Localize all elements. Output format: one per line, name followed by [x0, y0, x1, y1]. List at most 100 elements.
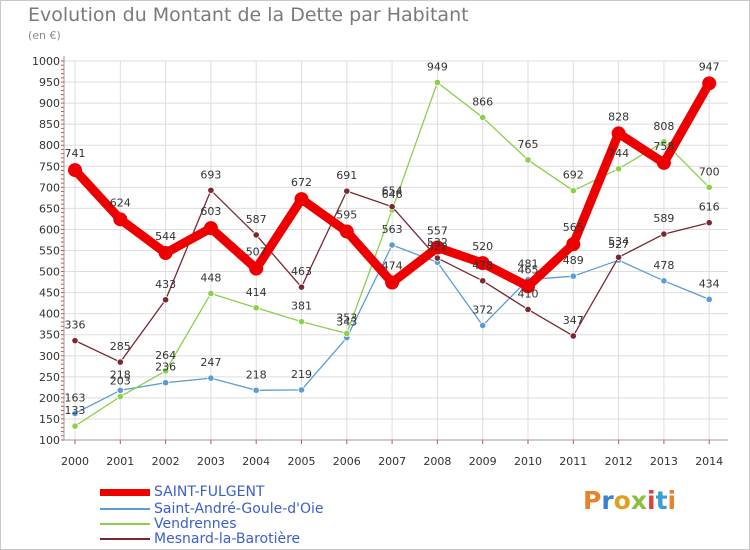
point-2-2008 [433, 78, 441, 87]
data-label-1-2003: 247 [200, 356, 221, 369]
point-1-2003 [207, 374, 215, 382]
legend-label-3: Mesnard-la-Barotière [154, 531, 301, 547]
data-label-2-2002: 264 [155, 349, 176, 362]
data-label-2-2000: 133 [65, 404, 86, 417]
x-tick-label-2010: 2010 [514, 455, 542, 468]
point-1-2002 [162, 379, 170, 387]
point-2-2003 [207, 289, 215, 298]
data-label-3-2012: 534 [608, 235, 629, 248]
point-1-2007 [388, 241, 396, 249]
data-label-2-2006: 353 [336, 311, 357, 324]
point-3-2012 [614, 253, 623, 261]
data-labels: 741 624 544 603 507 672 595 474 557 520 465 565 828 7… [65, 60, 720, 417]
data-label-1-2008: 522 [427, 240, 448, 253]
x-tick-label-2005: 2005 [288, 455, 316, 468]
series [68, 76, 717, 430]
data-label-0-2014: 947 [699, 60, 720, 73]
data-label-0-2010: 465 [518, 263, 539, 276]
logo-letter: x [630, 486, 647, 515]
point-2-2004 [252, 304, 260, 312]
data-label-2-2001: 203 [110, 375, 131, 388]
legend-label-1: Saint-André-Goule-d'Oie [154, 501, 324, 517]
point-3-2011 [569, 332, 577, 340]
data-label-1-2004: 218 [246, 368, 267, 381]
data-label-2-2012: 744 [608, 147, 629, 160]
x-tick-label-2009: 2009 [469, 455, 497, 468]
y-tick-label-350: 350 [39, 329, 60, 342]
point-0-2011 [566, 237, 581, 252]
data-label-2-2010: 765 [518, 138, 539, 151]
data-label-3-2009: 478 [472, 259, 493, 272]
x-tick-label-2004: 2004 [242, 455, 270, 468]
data-label-1-2009: 372 [472, 303, 493, 316]
point-2-2010 [524, 156, 532, 164]
logo-letter: o [613, 486, 631, 515]
data-label-1-2014: 434 [699, 277, 720, 290]
data-label-3-2002: 433 [155, 278, 176, 291]
x-tick-label-2007: 2007 [378, 455, 406, 468]
data-label-1-2007: 563 [382, 223, 403, 236]
logo-letter: P [583, 486, 602, 515]
data-label-3-2007: 654 [382, 185, 403, 198]
y-tick-label-400: 400 [39, 308, 60, 321]
y-tick-label-450: 450 [39, 287, 60, 300]
data-label-3-2006: 691 [336, 169, 357, 182]
point-3-2014 [705, 219, 713, 227]
point-0-2005 [294, 192, 309, 207]
data-label-2-2011: 692 [563, 169, 584, 182]
data-label-2-2009: 866 [472, 95, 493, 108]
point-2-2005 [297, 318, 306, 326]
y-tick-label-150: 150 [39, 413, 60, 426]
x-tick-label-2011: 2011 [559, 455, 587, 468]
grid [64, 60, 728, 441]
data-label-0-2012: 828 [608, 110, 629, 123]
point-0-2004 [249, 261, 264, 276]
point-0-2009 [475, 256, 490, 271]
point-0-2007 [385, 275, 400, 290]
point-1-2013 [660, 277, 668, 285]
y-tick-label-100: 100 [39, 434, 60, 447]
x-tick-label-2006: 2006 [333, 455, 361, 468]
data-label-3-2011: 347 [563, 314, 584, 327]
legend-item-2: Vendrennes [100, 516, 237, 532]
point-0-2013 [656, 155, 671, 170]
data-label-2-2005: 381 [291, 300, 312, 313]
data-label-0-2000: 741 [65, 147, 86, 160]
y-tick-label-950: 950 [39, 76, 60, 89]
data-label-2-2008: 949 [427, 60, 448, 73]
y-tick-label-750: 750 [39, 160, 60, 173]
data-label-0-2003: 603 [200, 205, 221, 218]
data-label-1-2010: 481 [518, 258, 539, 271]
data-label-2-2013: 808 [653, 120, 674, 133]
point-3-2010 [524, 305, 532, 314]
data-label-0-2004: 507 [246, 246, 267, 259]
data-label-1-2000: 163 [65, 391, 86, 404]
data-label-0-2001: 624 [110, 196, 131, 209]
point-2-2013 [660, 138, 668, 146]
point-3-2004 [252, 231, 260, 239]
point-0-2002 [158, 246, 173, 261]
logo-letter: t [655, 486, 668, 515]
point-0-2000 [68, 163, 82, 178]
point-2-2001 [116, 393, 124, 401]
point-3-2006 [343, 187, 351, 195]
point-0-2003 [203, 221, 218, 236]
data-label-0-2008: 557 [427, 225, 448, 238]
y-tick-label-850: 850 [39, 118, 60, 131]
y-unit-label: (en €) [28, 29, 61, 42]
point-1-2004 [252, 386, 260, 394]
point-0-2012 [611, 126, 626, 141]
point-1-2014 [705, 295, 713, 303]
point-3-2003 [207, 186, 215, 194]
legend-item-3: Mesnard-la-Barotière [100, 531, 300, 547]
point-2-2012 [614, 165, 623, 173]
legend-swatch-1 [100, 508, 150, 510]
x-tick-label-2003: 2003 [197, 455, 225, 468]
data-label-1-2006: 343 [336, 316, 357, 329]
data-label-0-2002: 544 [155, 230, 176, 243]
legend-label-2: Vendrennes [154, 516, 237, 532]
y-tick-label-300: 300 [39, 350, 60, 363]
data-label-0-2005: 672 [291, 176, 312, 189]
